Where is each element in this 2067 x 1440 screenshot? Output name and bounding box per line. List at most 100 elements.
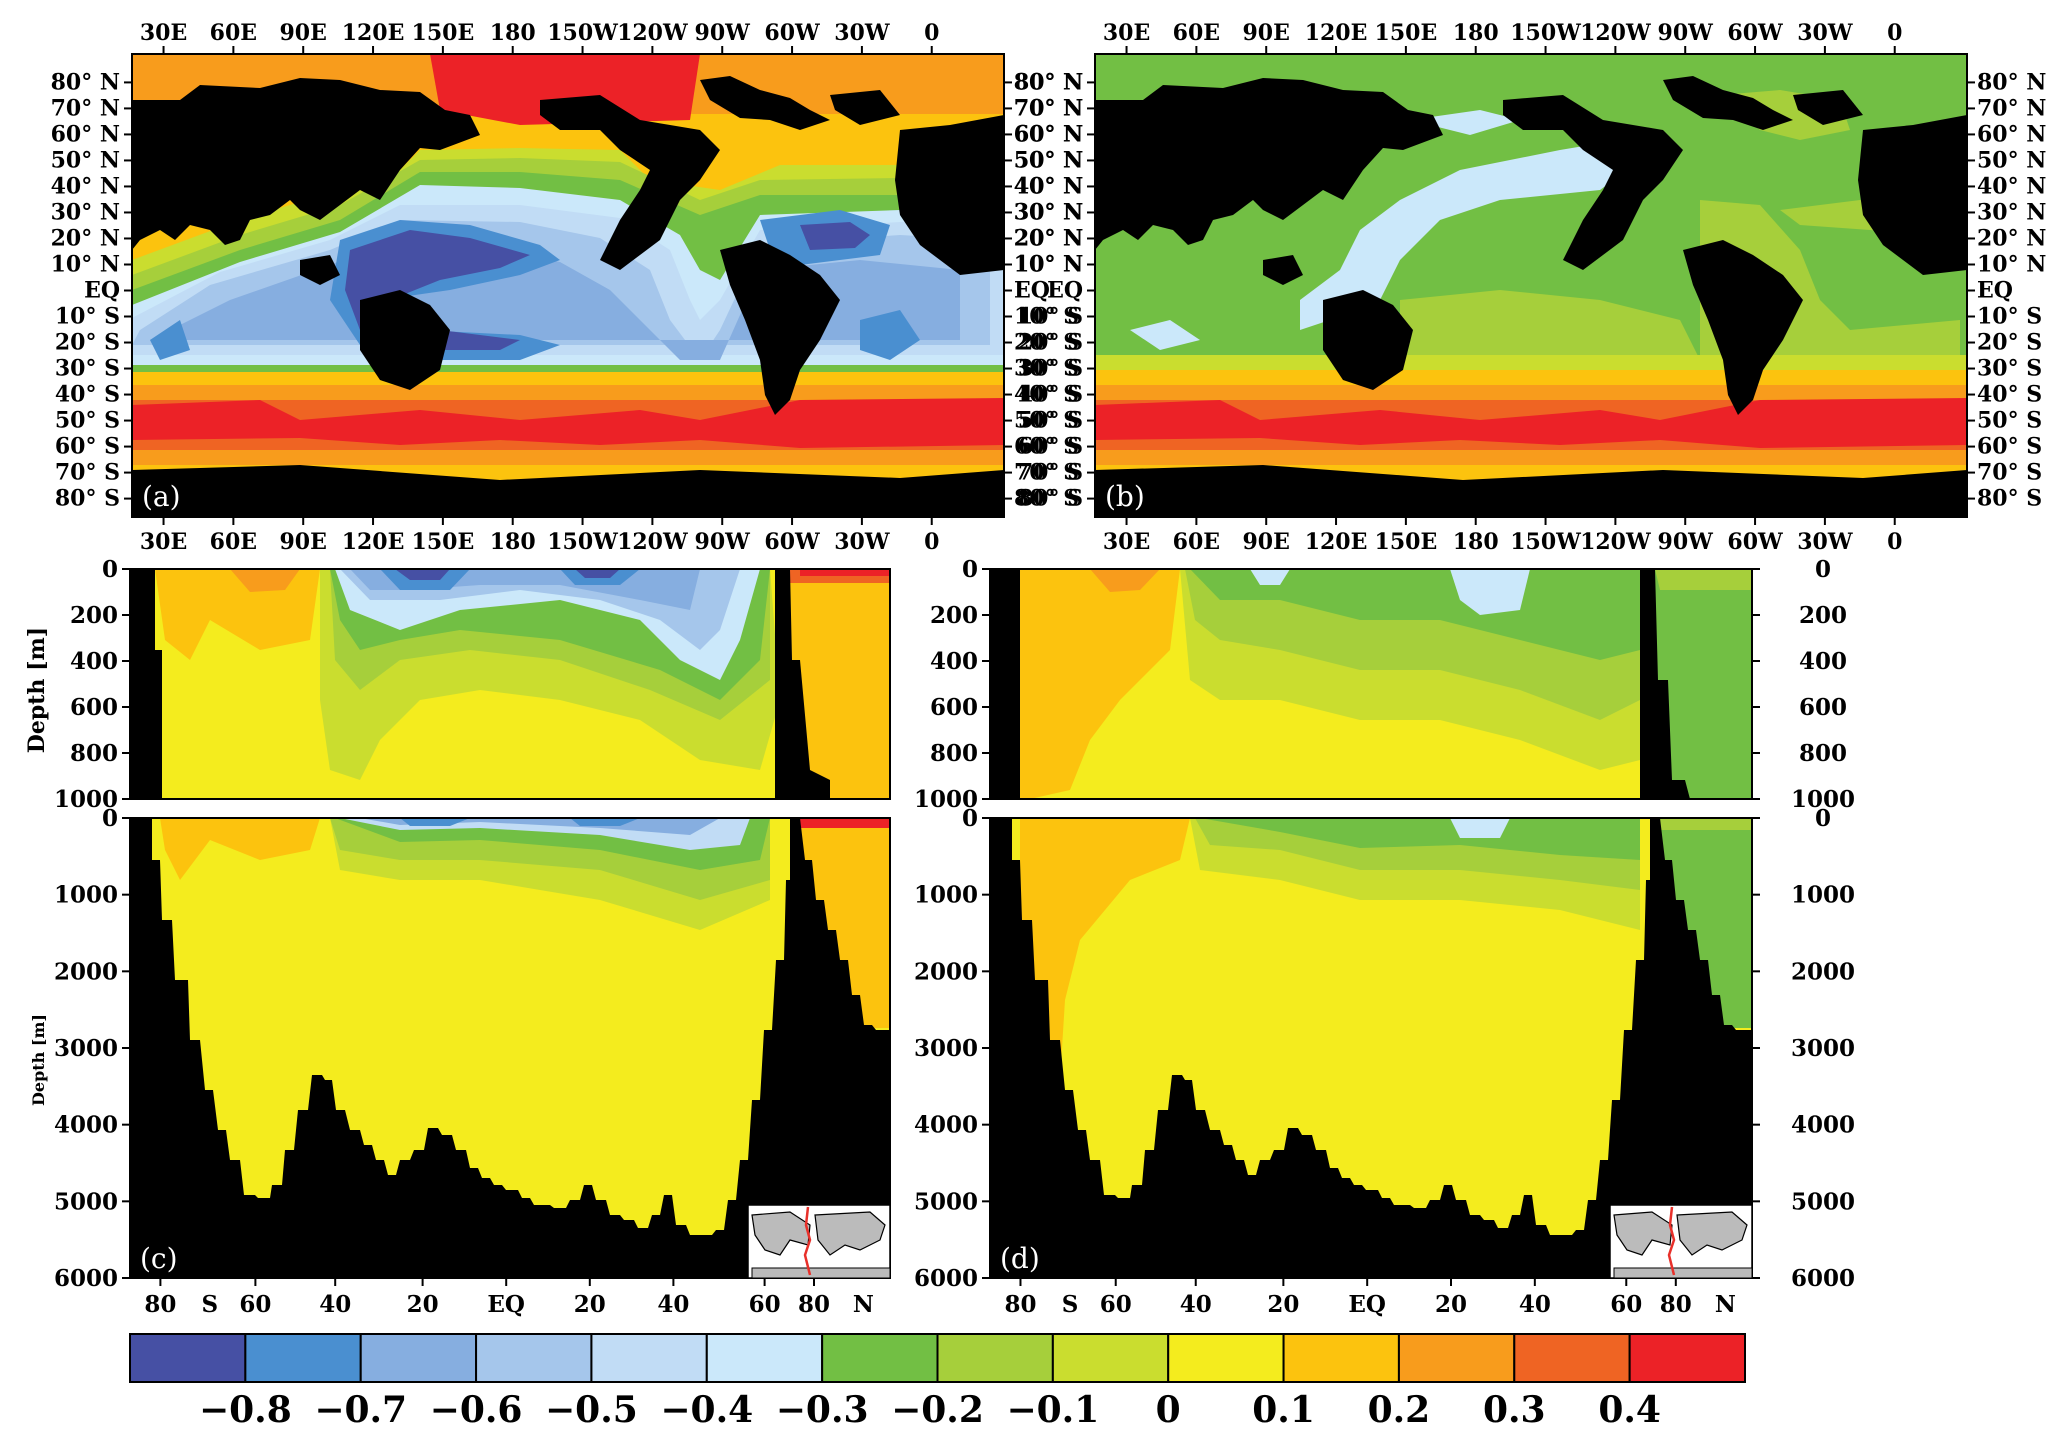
x-tick-label: 0	[1887, 20, 1902, 46]
colorbar-label: −0.5	[545, 1389, 638, 1431]
y-tick-label: 60° N	[1977, 121, 2046, 147]
colorbar-label: 0.3	[1483, 1389, 1546, 1431]
panel-d-lower-section	[990, 818, 1752, 1278]
lat-tick-label: 40	[319, 1291, 351, 1318]
x-tick-label: 120W	[617, 529, 688, 555]
panel-c-lower-depth-ticks: 0 1000 2000 3000 4000 5000 6000	[54, 805, 130, 1292]
panel-c-inset-map	[747, 1204, 891, 1279]
y-tick-label: 80° S	[1977, 486, 2042, 512]
y-tick-label: 30° S	[55, 356, 120, 382]
x-tick-label: 60E	[210, 529, 257, 555]
x-tick-label: 150E	[412, 529, 475, 555]
y-tick-label: 20° S	[1014, 330, 1079, 356]
depth-tick-label-right: 800	[1799, 740, 1847, 767]
depth-tick-label: 5000	[54, 1188, 118, 1215]
y-tick-label: 20° S	[55, 330, 120, 356]
depth-tick-label-right: 2000	[1791, 958, 1855, 985]
x-tick-label: 30W	[1797, 529, 1853, 555]
y-tick-label: 50° N	[1014, 147, 1083, 173]
panel-c-lower-ylabel: Depth [m]	[29, 1014, 48, 1106]
x-tick-label: 90W	[1658, 529, 1714, 555]
depth-tick-label-right: 600	[1799, 694, 1847, 721]
x-tick-label: 90E	[280, 529, 327, 555]
lat-tick-label: EQ	[487, 1291, 525, 1318]
depth-tick-label: 600	[930, 694, 978, 721]
depth-tick-label: 5000	[914, 1188, 978, 1215]
colorbar-swatch	[475, 1333, 593, 1383]
panel-b-y-ticks-left: 80° N70° N60° N50° N40° N30° N20° N10° N…	[1014, 69, 1095, 512]
colorbar-label: 0.2	[1368, 1389, 1431, 1431]
panel-a-y-ticks-right: 80° N70° N60° N50° N40° N30° N20° N10° N…	[1004, 69, 1083, 512]
y-tick-label: 20° N	[1014, 225, 1083, 251]
x-tick-label: 180	[490, 529, 536, 555]
x-tick-label: 30E	[140, 20, 187, 46]
panel-b-label: (b)	[1105, 480, 1145, 513]
y-tick-label: 80° S	[55, 486, 120, 512]
y-tick-label: 50° S	[55, 408, 120, 434]
panel-a-map	[132, 54, 1004, 517]
y-tick-label: 80° N	[1014, 69, 1083, 95]
y-tick-label: 10° N	[1014, 251, 1083, 277]
y-tick-label: 70° S	[1018, 460, 1083, 486]
colorbar-label: −0.7	[314, 1389, 407, 1431]
x-tick-label: 120E	[1305, 529, 1368, 555]
colorbar-label: −0.8	[199, 1389, 292, 1431]
lat-tick-label: 80	[798, 1291, 830, 1318]
depth-tick-label: 400	[930, 648, 978, 675]
colorbar-swatch	[1513, 1333, 1631, 1383]
x-tick-label: 30W	[1797, 20, 1853, 46]
x-tick-label: 60W	[1727, 20, 1783, 46]
x-tick-label: 150E	[412, 20, 475, 46]
depth-tick-label-right: 4000	[1791, 1112, 1855, 1139]
panel-c-upper-ylabel: Depth [m]	[24, 627, 50, 753]
panel-b-frame	[1094, 53, 1968, 518]
depth-tick-label: 0	[102, 805, 118, 832]
x-tick-label: 180	[490, 20, 536, 46]
colorbar-swatch	[244, 1333, 362, 1383]
y-tick-label: 50° N	[1014, 147, 1083, 173]
colorbar-swatch	[1628, 1333, 1746, 1383]
lat-tick-label: 60	[239, 1291, 271, 1318]
y-tick-label: 40° N	[1977, 173, 2046, 199]
depth-tick-label-right: 0	[1815, 556, 1831, 583]
x-tick-label: 60W	[1727, 529, 1783, 555]
lat-tick-label: 60	[749, 1291, 781, 1318]
lat-tick-label: S	[201, 1291, 218, 1318]
y-tick-label: 20° N	[1977, 225, 2046, 251]
y-tick-label: 70° S	[1014, 460, 1079, 486]
y-tick-label: 50° N	[51, 147, 120, 173]
panel-b-x-ticks-bottom: 30E 60E 90E 120E 150E 180 150W 120W 90W 60W 30W 0	[1103, 517, 1902, 555]
y-tick-label: 60° S	[1977, 434, 2042, 460]
depth-tick-label: 400	[70, 648, 118, 675]
depth-tick-label-right: 1000	[1791, 786, 1855, 813]
colorbar-label: −0.6	[430, 1389, 523, 1431]
depth-tick-label-right: 3000	[1791, 1035, 1855, 1062]
y-tick-label: 30° S	[1977, 356, 2042, 382]
y-tick-label: 20° S	[1977, 330, 2042, 356]
x-tick-label: 0	[924, 529, 939, 555]
x-tick-label: 150W	[547, 20, 618, 46]
y-tick-label: 20° S	[1018, 330, 1083, 356]
depth-tick-label: 6000	[54, 1265, 118, 1292]
y-tick-label: 70° S	[55, 460, 120, 486]
lat-tick-label: N	[853, 1291, 874, 1318]
x-tick-label: 150W	[547, 529, 618, 555]
depth-tick-label-right: 200	[1799, 602, 1847, 629]
panel-d-x-ticks: 80 S 60 40 20 EQ 20 40 60 80 N	[1004, 1278, 1736, 1318]
panel-c-x-ticks: 80 S 60 40 20 EQ 20 40 60 80 N	[144, 1278, 874, 1318]
y-tick-label: 30° S	[1018, 356, 1083, 382]
lat-tick-label: 80	[1660, 1291, 1692, 1318]
y-tick-label: 30° N	[1014, 199, 1083, 225]
x-tick-label: 30E	[1103, 20, 1150, 46]
depth-tick-label-right: 1000	[1791, 882, 1855, 909]
panel-a-x-ticks-bottom: 30E 60E 90E 120E 150E 180 150W 120W 90W 60W 30W 0	[140, 517, 939, 555]
y-tick-label: EQ	[1047, 278, 1083, 304]
panel-d-label: (d)	[1000, 1242, 1040, 1275]
y-tick-label: 70° S	[1977, 460, 2042, 486]
lat-tick-label: 40	[657, 1291, 689, 1318]
depth-tick-label: 1000	[54, 882, 118, 909]
y-tick-label: EQ	[1014, 278, 1050, 304]
y-tick-label: 40° S	[1977, 382, 2042, 408]
colorbar-label: −0.2	[891, 1389, 984, 1431]
